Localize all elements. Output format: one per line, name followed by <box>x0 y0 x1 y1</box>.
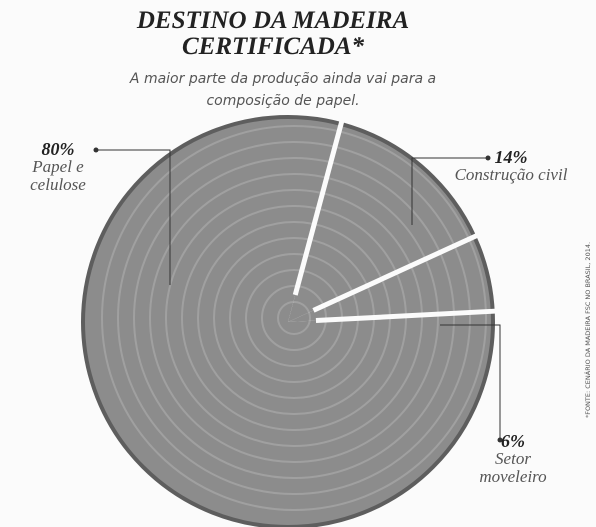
category-label: Papel e celulose <box>30 157 86 194</box>
wood-ring <box>277 301 311 335</box>
pie <box>82 117 493 527</box>
value-label: 6% <box>501 431 525 451</box>
source: *FONTE: CENÁRIO DA MADEIRA FSC NO BRASIL… <box>583 242 592 418</box>
leader-dot <box>485 155 491 161</box>
slice-label: 14% Construção civil <box>452 148 570 184</box>
leader-line <box>96 149 171 285</box>
category-label: Setor moveleiro <box>479 449 547 486</box>
slice-label: 80% Papel e celulose <box>18 140 98 194</box>
wood-ring <box>149 173 439 463</box>
chart-title: DESTINO DA MADEIRA CERTIFICADA* <box>136 7 410 60</box>
crack <box>292 119 345 296</box>
chart-subtitle: A maior parte da produção ainda vai para… <box>129 71 437 109</box>
wood-ring <box>101 125 487 511</box>
slice-label: 6% Setor moveleiro <box>468 432 558 486</box>
leader-dot <box>497 437 503 443</box>
crack <box>312 232 480 313</box>
wood-ring <box>165 189 423 447</box>
crack <box>315 308 497 324</box>
leader-line <box>411 157 488 225</box>
bark <box>81 115 495 527</box>
wood-ring <box>133 157 455 479</box>
value-label: 14% <box>494 147 528 167</box>
wood-ring <box>117 141 471 495</box>
category-label: Construção civil <box>454 165 568 184</box>
leader-dot <box>93 147 99 153</box>
leader-line <box>440 324 501 440</box>
value-label: 80% <box>41 139 75 159</box>
